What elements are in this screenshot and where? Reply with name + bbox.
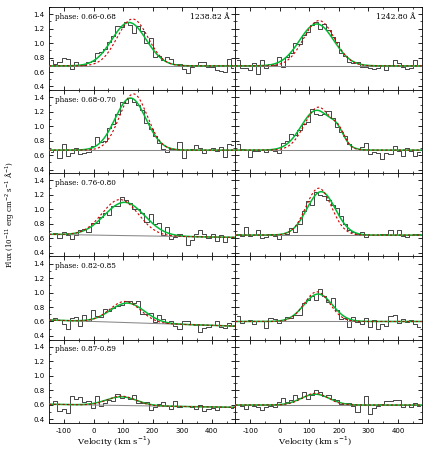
Text: 1242.80 Å: 1242.80 Å <box>377 13 416 21</box>
Text: 1238.82 Å: 1238.82 Å <box>190 13 230 21</box>
Text: Flux (10$^{-11}$ erg cm$^{-2}$ s$^{-1}$ Å$^{-1}$): Flux (10$^{-11}$ erg cm$^{-2}$ s$^{-1}$ … <box>3 161 16 268</box>
Text: phase: 0.68-0.70: phase: 0.68-0.70 <box>55 96 116 104</box>
Text: Velocity (km s$^{-1}$): Velocity (km s$^{-1}$) <box>77 435 150 449</box>
Text: phase: 0.82-0.85: phase: 0.82-0.85 <box>55 262 116 270</box>
Text: phase: 0.76-0.80: phase: 0.76-0.80 <box>55 179 116 187</box>
Text: Velocity (km s$^{-1}$): Velocity (km s$^{-1}$) <box>278 435 351 449</box>
Text: phase: 0.66-0.68: phase: 0.66-0.68 <box>55 13 116 21</box>
Text: phase: 0.87-0.89: phase: 0.87-0.89 <box>55 346 116 353</box>
